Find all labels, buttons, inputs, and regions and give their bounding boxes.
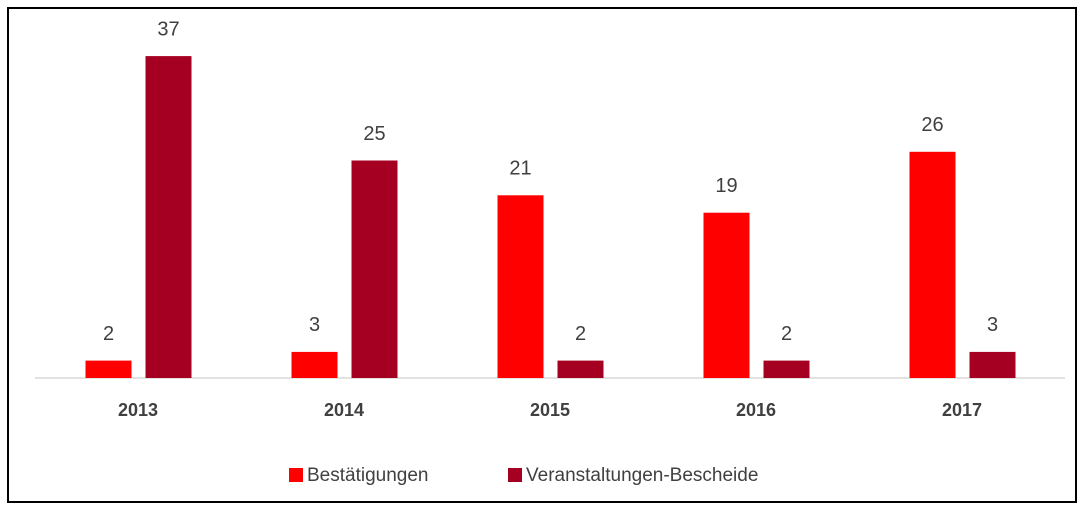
bar — [969, 351, 1016, 378]
bar — [145, 56, 192, 378]
data-label: 2 — [575, 323, 586, 345]
x-tick-label: 2017 — [942, 400, 982, 420]
x-tick-label: 2015 — [530, 400, 570, 420]
bar — [85, 360, 132, 378]
x-tick-label: 2016 — [736, 400, 776, 420]
bar — [703, 212, 750, 378]
legend-swatch — [289, 468, 303, 482]
bar — [557, 360, 604, 378]
data-label: 3 — [987, 314, 998, 336]
bar — [497, 195, 544, 378]
data-label: 2 — [103, 323, 114, 345]
bar — [763, 360, 810, 378]
legend-label: Veranstaltungen-Bescheide — [526, 465, 758, 486]
data-label: 25 — [363, 123, 385, 145]
bar — [291, 351, 338, 378]
data-label: 21 — [509, 158, 531, 180]
data-label: 37 — [157, 18, 179, 40]
x-tick-label: 2013 — [118, 400, 158, 420]
data-label: 26 — [921, 114, 943, 136]
legend-swatch — [508, 468, 522, 482]
data-label: 3 — [309, 314, 320, 336]
bar — [351, 160, 398, 378]
x-tick-label: 2014 — [324, 400, 364, 420]
legend-label: Bestätigungen — [307, 465, 429, 486]
bar — [909, 151, 956, 378]
data-label: 19 — [715, 175, 737, 197]
data-label: 2 — [781, 323, 792, 345]
